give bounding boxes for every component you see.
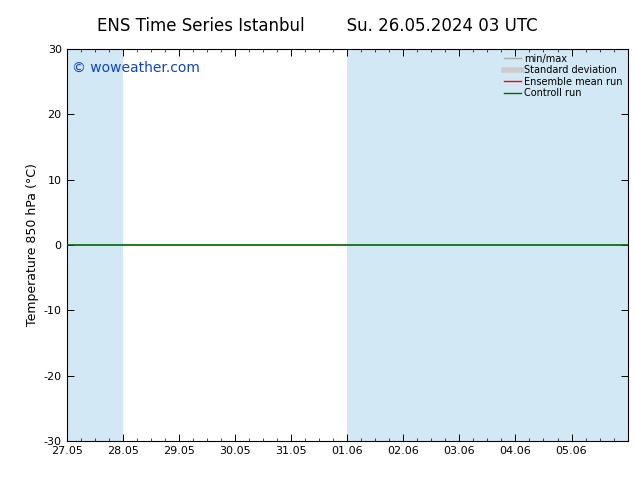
Bar (347, 49, 403, 441)
Bar (67, 49, 122, 441)
Bar (459, 49, 515, 441)
Bar (515, 49, 572, 441)
Text: ENS Time Series Istanbul        Su. 26.05.2024 03 UTC: ENS Time Series Istanbul Su. 26.05.2024 … (97, 17, 537, 35)
Bar (403, 49, 459, 441)
Legend: min/max, Standard deviation, Ensemble mean run, Controll run: min/max, Standard deviation, Ensemble me… (502, 52, 624, 100)
Bar (571, 49, 628, 441)
Y-axis label: Temperature 850 hPa (°C): Temperature 850 hPa (°C) (27, 164, 39, 326)
Text: © woweather.com: © woweather.com (72, 61, 200, 75)
